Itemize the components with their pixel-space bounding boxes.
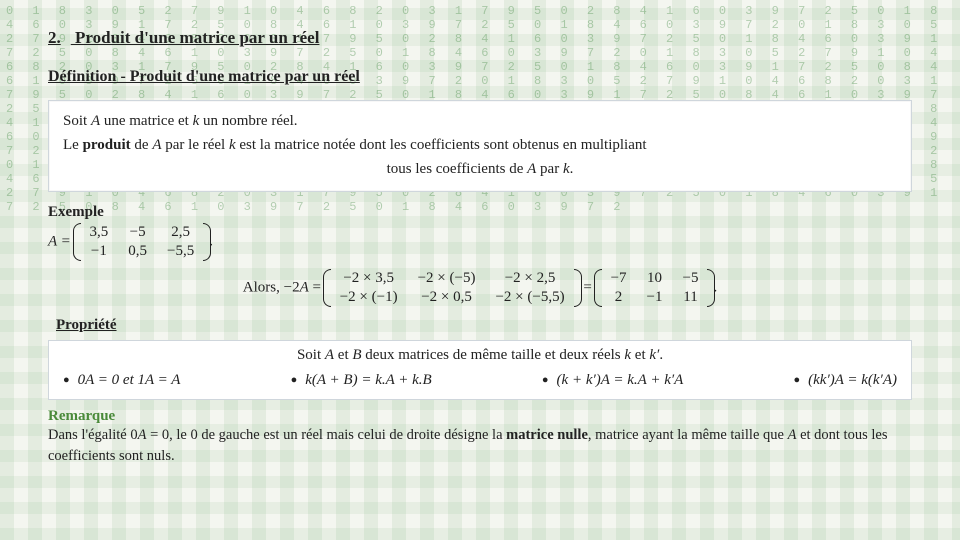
example-label: Exemple — [48, 204, 912, 221]
definition-line-3: tous les coefficients de A par k. — [63, 157, 897, 181]
section-number: 2. — [48, 28, 61, 47]
property-row: ●0A = 0 et 1A = A ●k(A + B) = k.A + k.B … — [63, 372, 897, 389]
example-computation: Alors, −2A = −2 × 3,5−2 × (−5)−2 × 2,5 −… — [48, 269, 912, 307]
example-A-eq: A = — [48, 233, 71, 249]
property-item-3: ●(k + k′)A = k.A + k′A — [542, 372, 683, 389]
definition-line-2: Le produit de A par le réel k est la mat… — [63, 133, 897, 157]
property-item-4: ●(kk′)A = k(k′A) — [793, 372, 897, 389]
property-item-2: ●k(A + B) = k.A + k.B — [291, 372, 432, 389]
example-matrix-A: A = 3,5−52,5 −10,5−5,5 . — [48, 223, 912, 261]
matrix-step: −2 × 3,5−2 × (−5)−2 × 2,5 −2 × (−1)−2 × … — [327, 269, 578, 307]
section-title-text: Produit d'une matrice par un réel — [75, 28, 319, 47]
matrix-A: 3,5−52,5 −10,5−5,5 — [77, 223, 208, 261]
definition-line-1: Soit A une matrice et k un nombre réel. — [63, 109, 897, 133]
matrix-result: −710−5 2−111 — [598, 269, 712, 307]
remark-text: Dans l'égalité 0A = 0, le 0 de gauche es… — [48, 425, 912, 467]
definition-label: Définition - Produit d'une matrice par u… — [48, 68, 912, 86]
definition-box: Soit A une matrice et k un nombre réel. … — [48, 100, 912, 192]
slide-content: 2. Produit d'une matrice par un réel Déf… — [0, 0, 960, 487]
section-title: 2. Produit d'une matrice par un réel — [48, 28, 912, 48]
property-box: Soit A et B deux matrices de même taille… — [48, 340, 912, 400]
remark-label: Remarque — [48, 408, 912, 425]
definition-line-2-tail: dont les coefficients sont obtenus en mu… — [359, 137, 646, 153]
property-item-1: ●0A = 0 et 1A = A — [63, 372, 180, 389]
property-intro: Soit A et B deux matrices de même taille… — [63, 347, 897, 364]
property-label: Propriété — [56, 317, 912, 334]
